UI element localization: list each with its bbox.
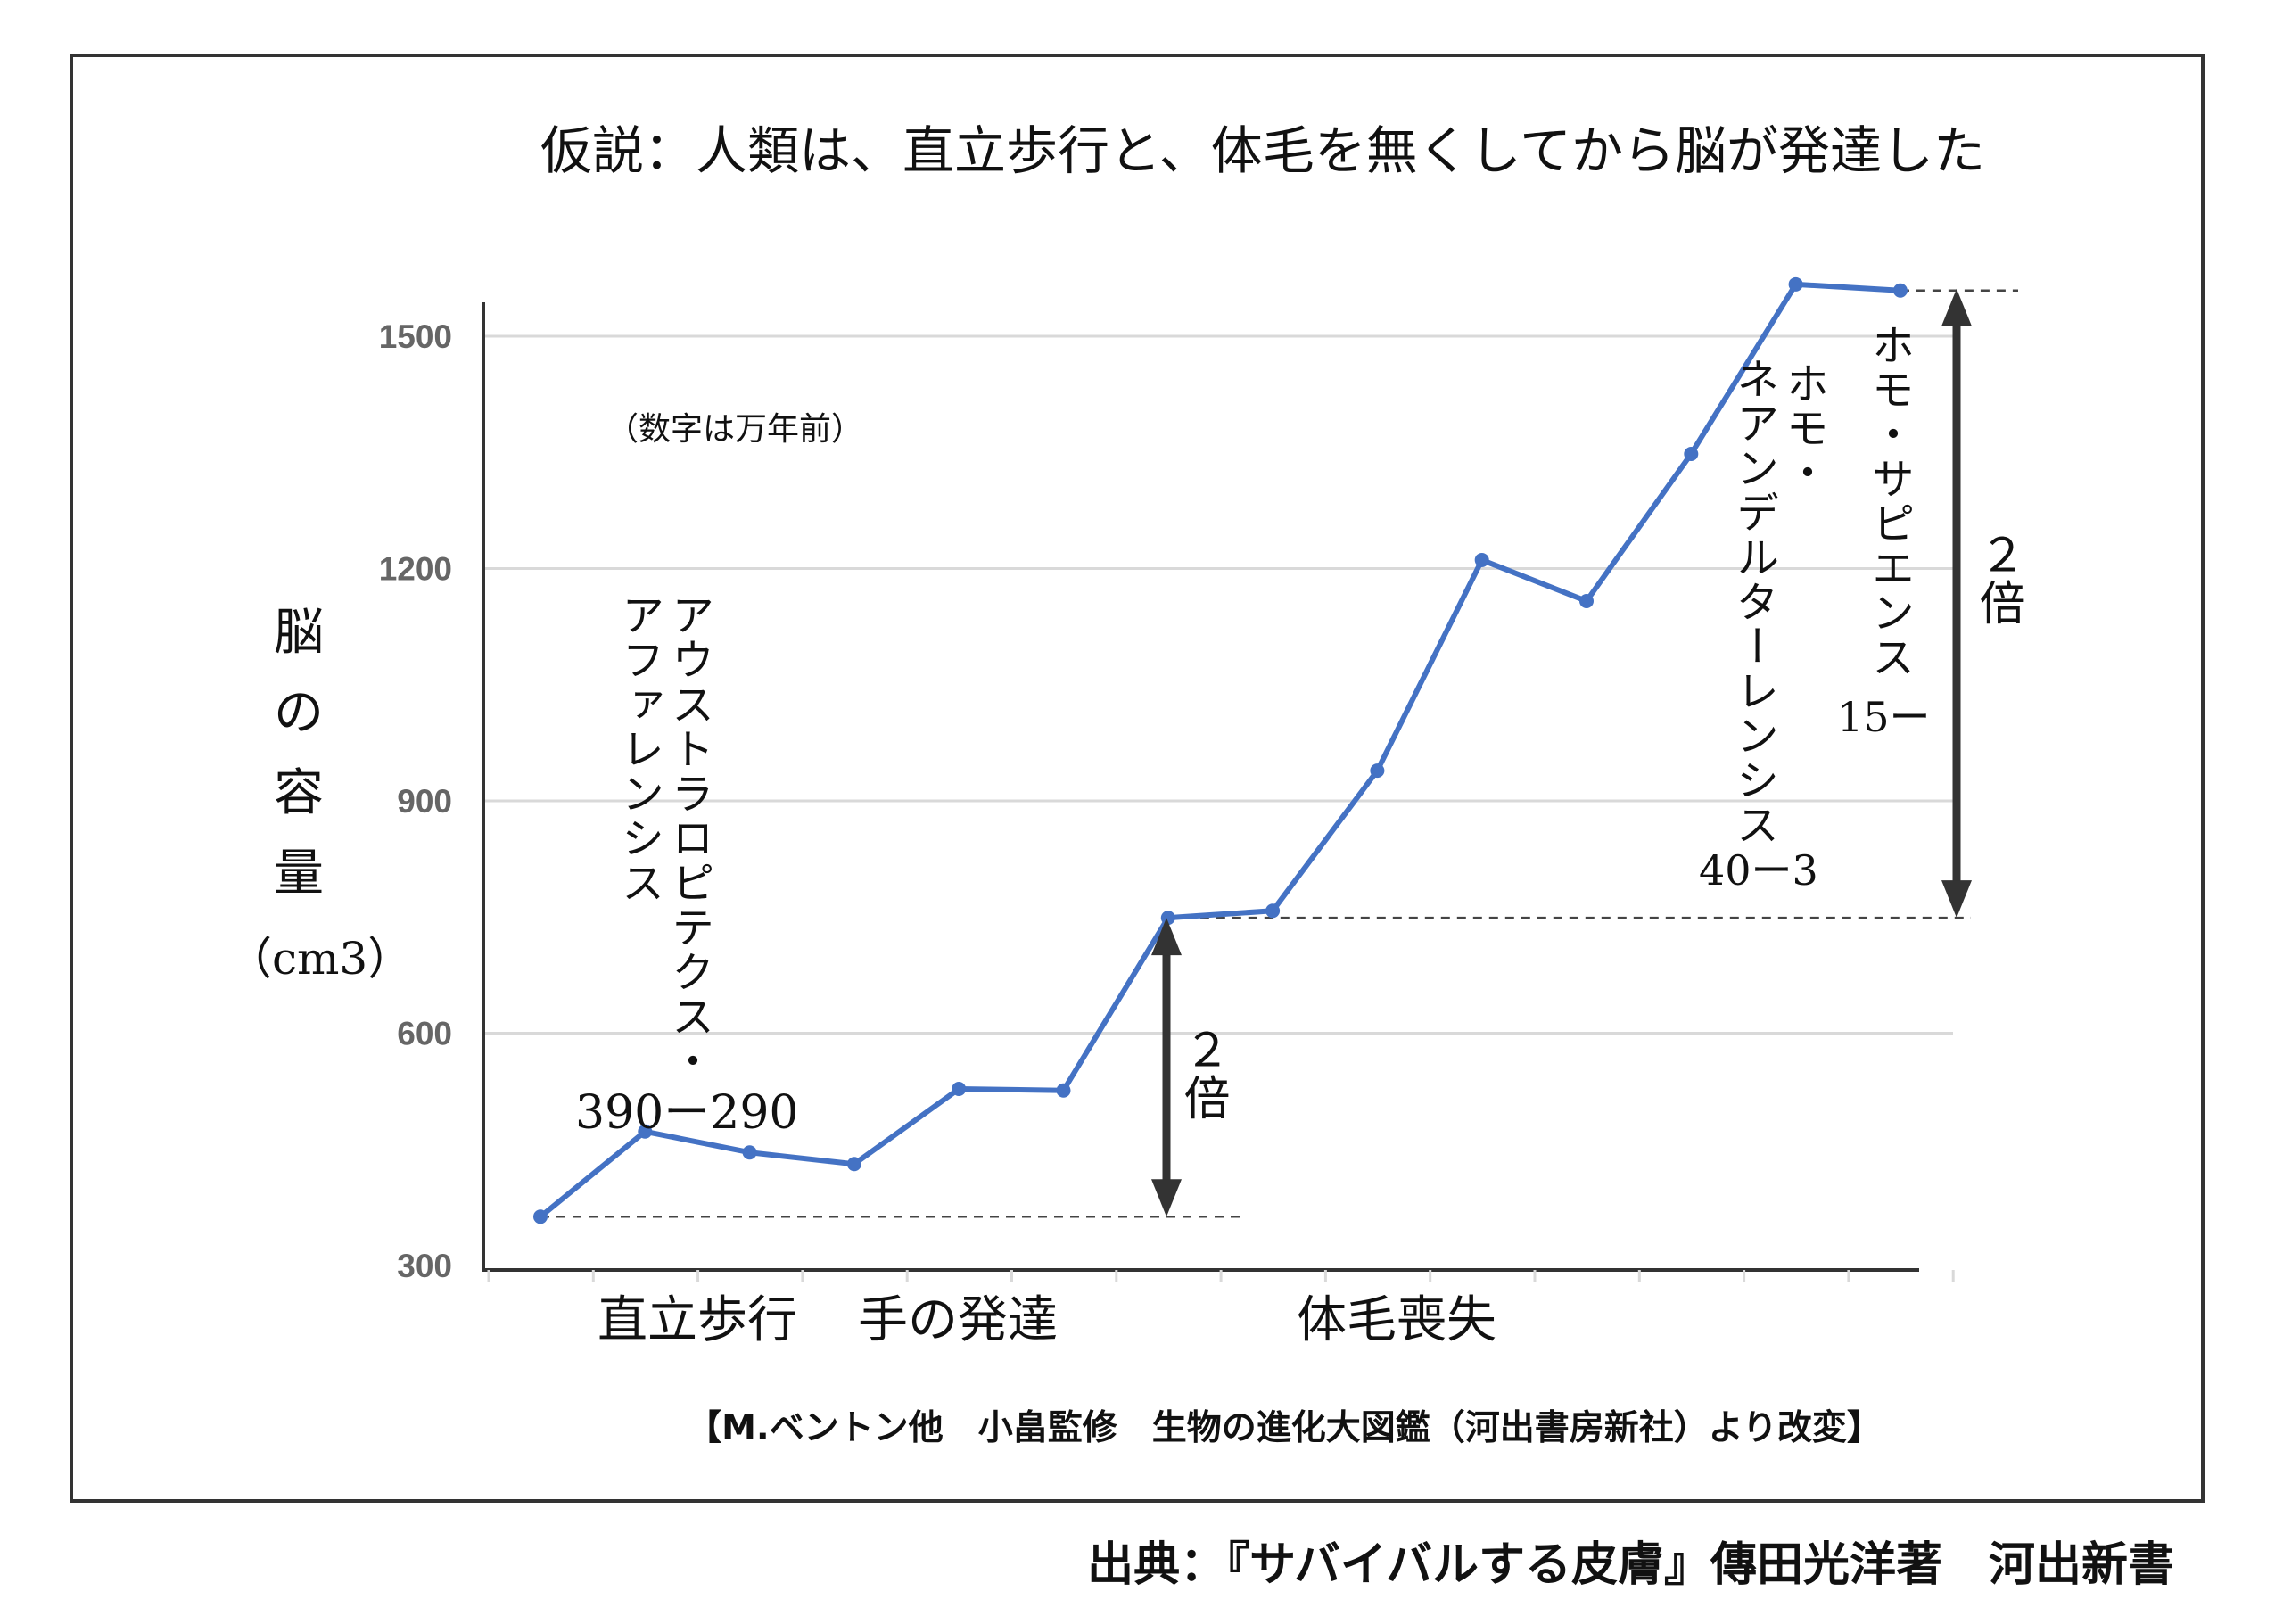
y-tick-label: 600 bbox=[397, 1016, 452, 1052]
reference-dashed-lines bbox=[540, 289, 2018, 1218]
arrow-head-down bbox=[1151, 1179, 1182, 1217]
data-point bbox=[638, 1124, 653, 1139]
label-neanderthal-1: ホモ・ bbox=[1778, 361, 1828, 495]
data-point bbox=[1474, 552, 1489, 567]
gridlines bbox=[483, 334, 1953, 1035]
label-sapiens-years: 15ー bbox=[1837, 693, 1931, 741]
chart-frame bbox=[70, 54, 2205, 1503]
arrow-head-down bbox=[1941, 880, 1972, 919]
footer-citation: 出典：『サバイバルする皮膚』傳田光洋著 河出新書 bbox=[1087, 1538, 2174, 1592]
series-line bbox=[533, 276, 1908, 1224]
data-point bbox=[952, 1082, 967, 1097]
label-sapiens: ホモ・サピエンス bbox=[1864, 323, 1914, 680]
y-tick-label: 1500 bbox=[379, 318, 452, 355]
data-point bbox=[533, 1209, 548, 1224]
chart-title: 仮説：人類は、直立歩行と、体毛を無くしてから脳が発達した bbox=[540, 120, 1985, 181]
label-afarensis-1: アウストラロピテクス・ bbox=[663, 593, 713, 1084]
y-tick-label: 1200 bbox=[379, 551, 452, 588]
data-point bbox=[1160, 911, 1175, 926]
data-point bbox=[1684, 446, 1699, 461]
y-tick-label: 900 bbox=[397, 783, 452, 820]
y-label-char: 容 bbox=[274, 764, 324, 822]
data-point bbox=[1892, 283, 1908, 298]
x-ticks bbox=[487, 1270, 1955, 1282]
x-stage-label-hairloss: 体毛喪失 bbox=[1297, 1291, 1496, 1349]
x-stage-label-hands: 手の発達 bbox=[858, 1291, 1058, 1349]
label-afarensis-2: アファレンシス bbox=[614, 593, 663, 905]
y-tick-labels: 300 600 900 1200 1500 bbox=[379, 318, 452, 1284]
data-point bbox=[1370, 763, 1385, 779]
arrow-head-up bbox=[1941, 288, 1972, 326]
note-years-ago: （数字は万年前） bbox=[606, 411, 864, 448]
label-afarensis-years: 390ー290 bbox=[575, 1086, 799, 1140]
y-label-char: 脳 bbox=[274, 604, 324, 662]
label-neanderthal-2: ネアンデルターレンシス bbox=[1728, 357, 1778, 847]
y-label-char: 量 bbox=[274, 845, 324, 903]
data-point bbox=[846, 1157, 861, 1172]
arrow-head-up bbox=[1151, 918, 1182, 956]
data-point bbox=[1579, 593, 1594, 608]
y-label-char: の bbox=[274, 684, 324, 742]
double-label-2: ２倍 bbox=[1971, 531, 2024, 627]
x-stage-label-bipedal: 直立歩行 bbox=[598, 1291, 797, 1349]
double-label-1: ２倍 bbox=[1175, 1026, 1229, 1122]
chart-source: 【M.ベントン他 小畠監修 生物の進化大図鑑（河出書房新社）より改変】 bbox=[687, 1408, 1882, 1448]
label-neanderthal-years: 40ー3 bbox=[1699, 846, 1818, 894]
y-axis-label: 脳 の 容 量 bbox=[259, 593, 339, 914]
y-axis-unit: （cm3） bbox=[227, 933, 413, 985]
y-tick-label: 300 bbox=[397, 1248, 452, 1284]
data-point bbox=[742, 1145, 757, 1160]
series-line-path bbox=[539, 281, 1901, 1219]
data-point bbox=[1265, 903, 1281, 919]
double-arrows bbox=[1151, 288, 1972, 1217]
data-point bbox=[1056, 1083, 1071, 1098]
data-point bbox=[1788, 276, 1803, 292]
